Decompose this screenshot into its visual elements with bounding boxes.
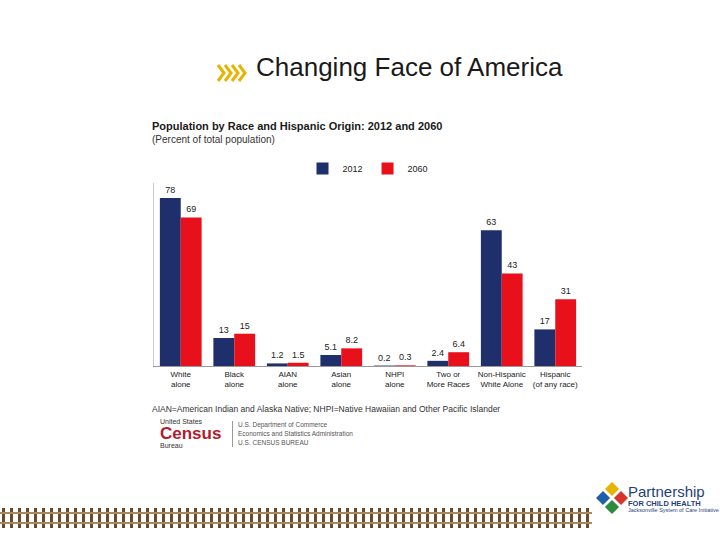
html-text:AIAN=American Indian and Alask: AIAN=American Indian and Alaska Native; … [152, 404, 501, 414]
svg-text:15: 15 [240, 321, 250, 331]
svg-text:8.2: 8.2 [345, 335, 358, 345]
svg-text:63: 63 [486, 217, 496, 227]
html-text:U.S. CENSUS BUREAU: U.S. CENSUS BUREAU [238, 438, 309, 446]
svg-text:78: 78 [165, 185, 175, 195]
svg-text:NHPIalone: NHPIalone [385, 370, 405, 389]
svg-text:1.5: 1.5 [292, 350, 305, 360]
svg-text:Blackalone: Blackalone [224, 370, 245, 389]
svg-text:0.2: 0.2 [378, 353, 391, 363]
html-text:(Percent of total population): (Percent of total population) [152, 134, 275, 145]
svg-text:13: 13 [219, 325, 229, 335]
svg-text:2.4: 2.4 [432, 348, 445, 358]
html-text:United States: United States [160, 418, 202, 425]
svg-text:Asianalone: Asianalone [331, 370, 351, 389]
svg-text:Non-HispanicWhite Alone: Non-HispanicWhite Alone [478, 370, 526, 389]
svg-text:AIANalone: AIANalone [278, 370, 298, 389]
html-text:U.S. Department of Commerce: U.S. Department of Commerce [238, 421, 328, 428]
html-text:FOR CHILD HEALTH: FOR CHILD HEALTH [628, 498, 701, 508]
svg-text:1.2: 1.2 [271, 350, 284, 360]
svg-text:17: 17 [540, 316, 550, 326]
svg-text:5.1: 5.1 [325, 342, 338, 352]
svg-text:Hispanic(of any race): Hispanic(of any race) [533, 370, 578, 389]
html-text:Population by Race and Hispani: Population by Race and Hispanic Origin: … [152, 120, 443, 132]
svg-text:2012: 2012 [343, 164, 363, 174]
html-text:Census: Census [160, 424, 222, 443]
svg-text:Whitealone: Whitealone [171, 370, 192, 389]
svg-text:43: 43 [507, 260, 517, 270]
svg-text:6.4: 6.4 [452, 339, 465, 349]
svg-text:69: 69 [186, 204, 196, 214]
svg-text:0.3: 0.3 [399, 352, 412, 362]
html-text:Jacksonville System of Care In: Jacksonville System of Care Initiative [628, 506, 719, 513]
svg-text:2060: 2060 [408, 164, 428, 174]
svg-text:Two orMore Races: Two orMore Races [427, 370, 470, 389]
html-text:Partnership: Partnership [628, 483, 705, 500]
html-text:Economics and Statistics Admin: Economics and Statistics Administration [238, 429, 353, 437]
svg-text:31: 31 [561, 286, 571, 296]
html-text:Changing Face of America: Changing Face of America [256, 52, 563, 82]
html-text:Bureau: Bureau [160, 442, 183, 449]
